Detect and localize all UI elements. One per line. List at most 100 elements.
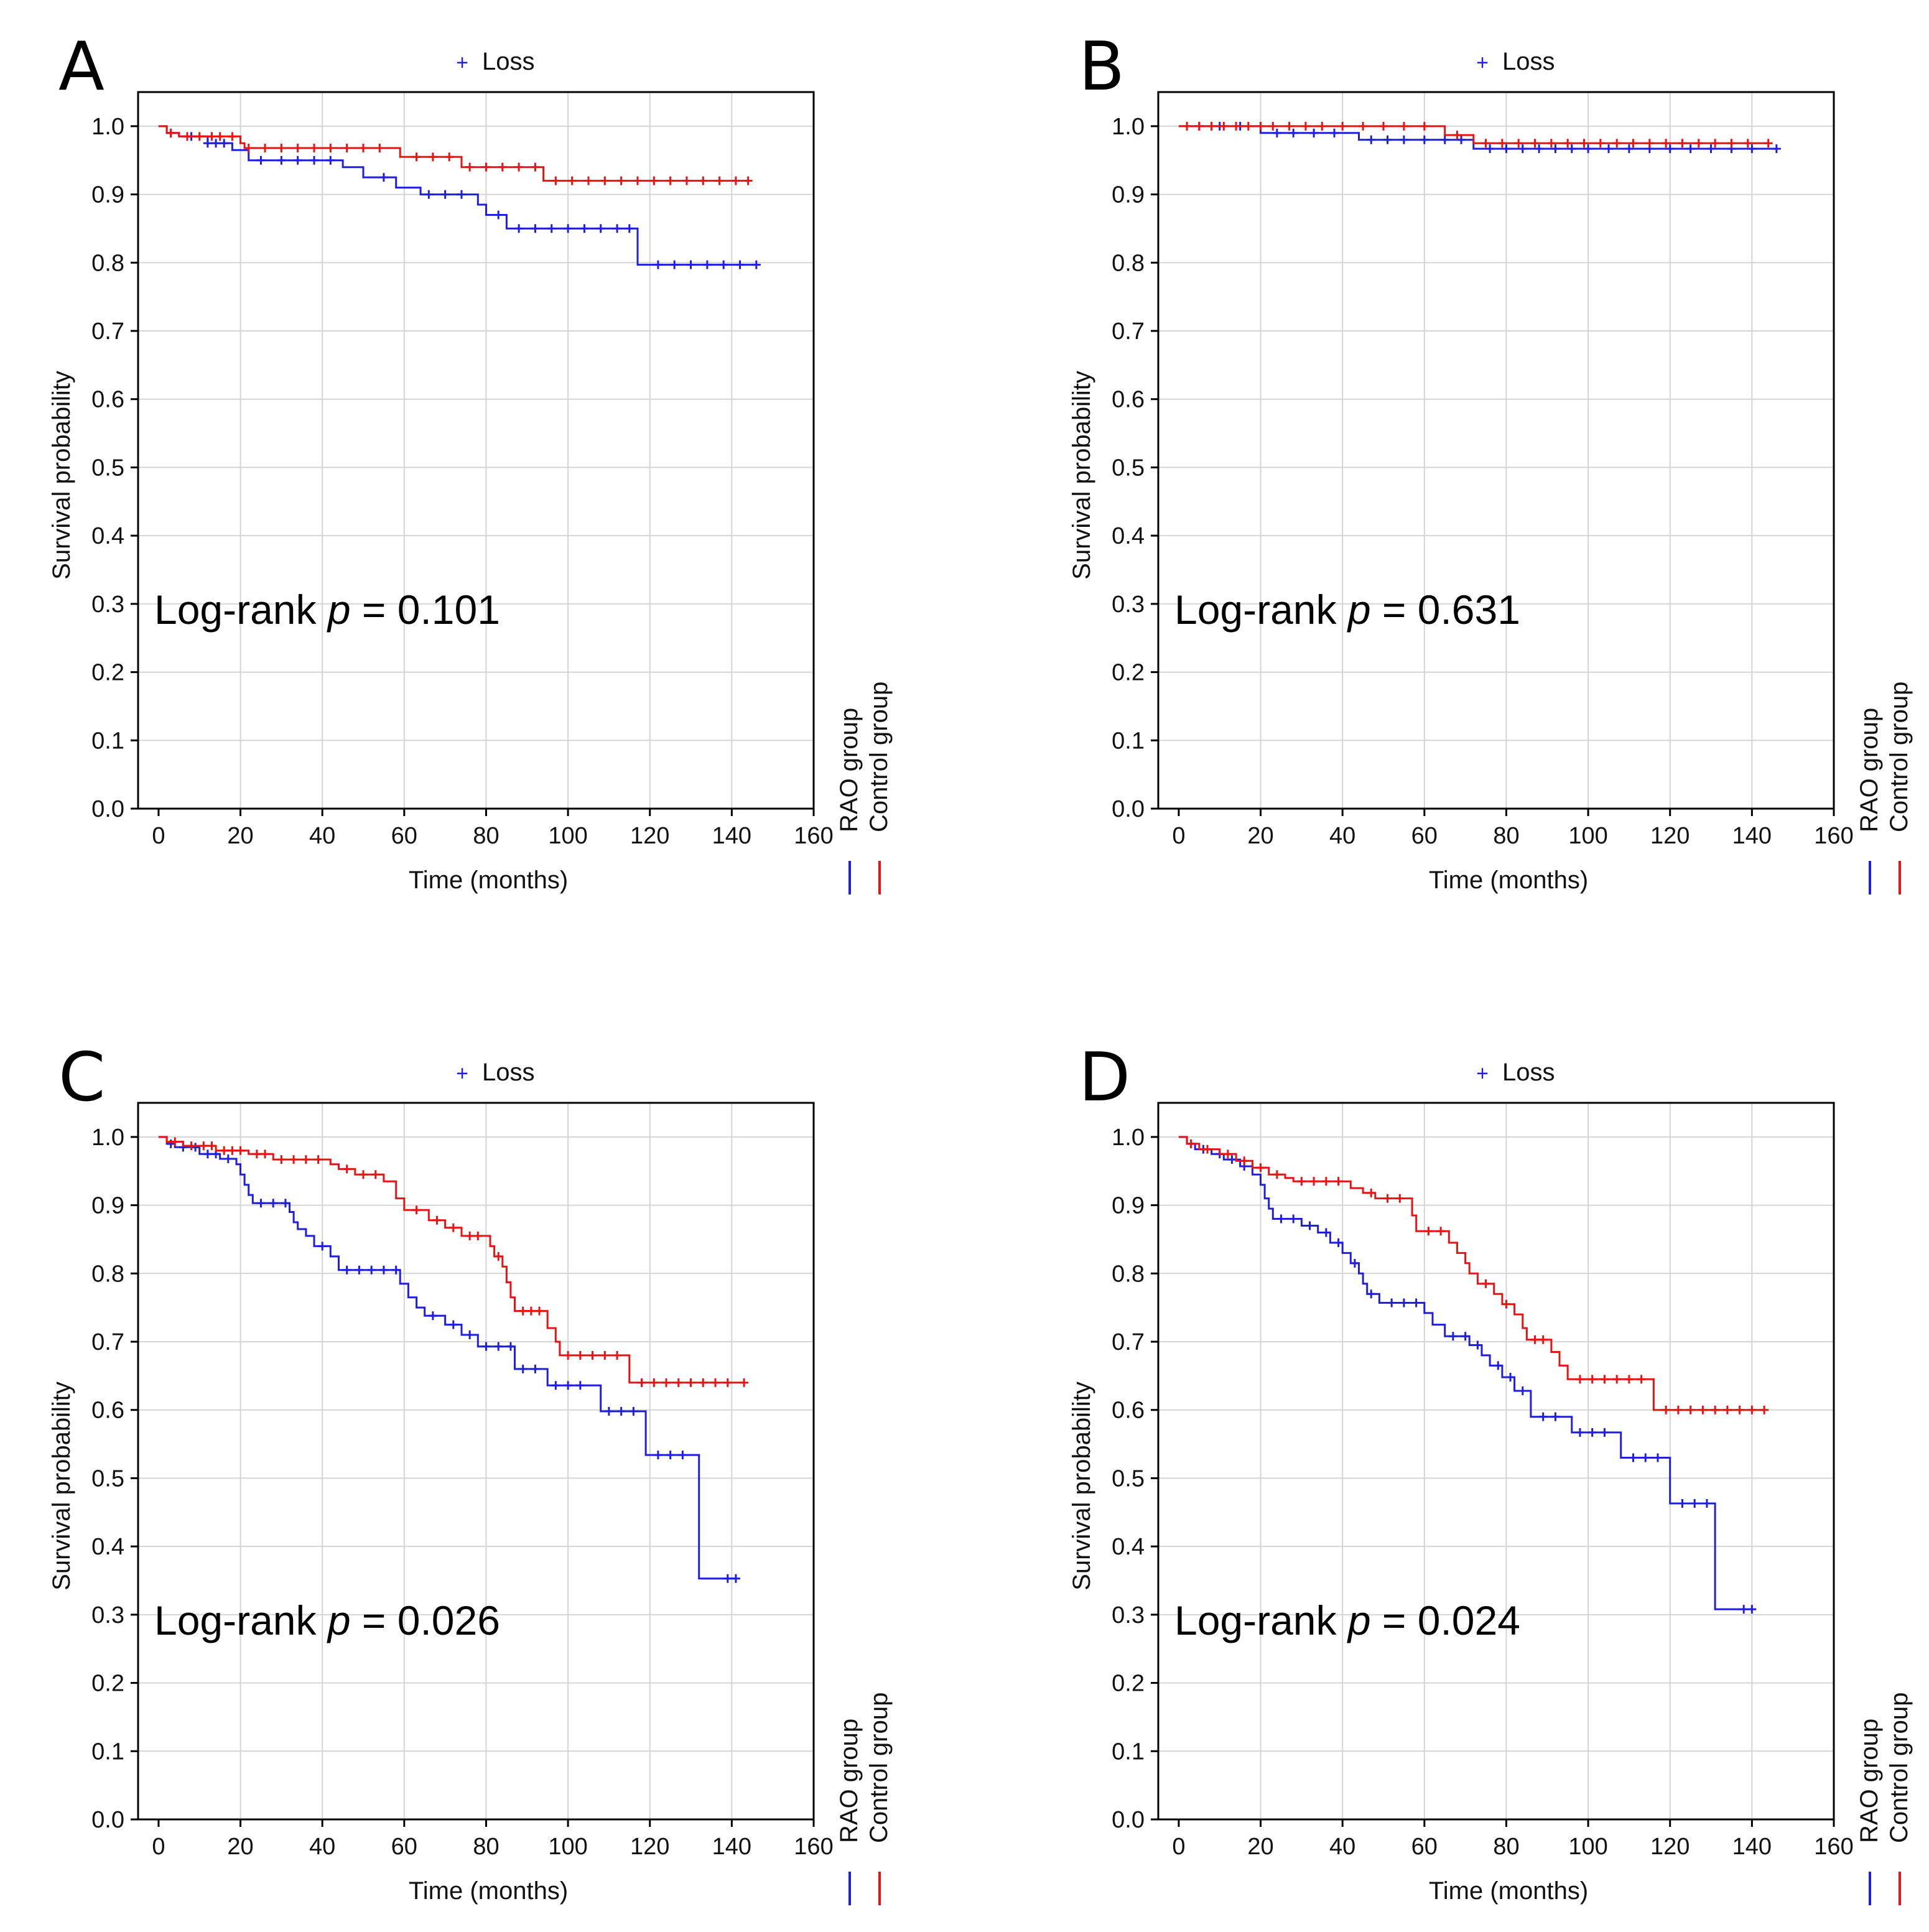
x-tick-label: 20: [227, 1834, 253, 1860]
censor-mark: [1743, 139, 1752, 148]
censor-mark: [1395, 1194, 1405, 1203]
censor-mark: [1321, 1177, 1331, 1186]
censor-mark: [1665, 144, 1675, 154]
x-tick-label: 0: [152, 1834, 165, 1860]
censor-mark: [1461, 1332, 1470, 1341]
censor-mark: [1186, 1139, 1196, 1148]
censor-mark: [1297, 1177, 1306, 1186]
x-tick-label: 20: [1247, 1834, 1273, 1860]
y-tick-label: 0.2: [91, 660, 124, 686]
y-tick-label: 0.3: [91, 592, 124, 618]
censor-mark: [1747, 1405, 1757, 1414]
censor-mark: [412, 152, 421, 162]
y-tick-label: 0.7: [91, 318, 124, 345]
censor-mark: [457, 190, 466, 199]
censor-mark: [1309, 1177, 1319, 1186]
censor-mark: [1272, 1170, 1281, 1179]
censor-mark: [1641, 1453, 1650, 1462]
censor-mark: [674, 1378, 683, 1387]
censor-mark: [551, 1381, 560, 1390]
x-tick-label: 100: [1568, 1834, 1607, 1860]
y-tick-label: 0.7: [1112, 1329, 1145, 1355]
censor-mark: [1662, 139, 1671, 148]
censor-mark: [199, 1141, 208, 1151]
censor-mark: [220, 139, 229, 148]
censor-mark: [600, 1350, 610, 1360]
censor-mark: [584, 176, 593, 185]
censor-mark: [666, 1451, 675, 1460]
censor-mark: [1645, 139, 1654, 148]
censor-mark: [412, 1205, 421, 1215]
censor-mark: [1338, 121, 1347, 131]
censor-mark: [379, 1265, 388, 1275]
censor-mark: [526, 1306, 536, 1316]
censor-mark: [653, 1451, 662, 1460]
censor-mark: [1727, 139, 1736, 148]
y-tick-label: 0.4: [91, 523, 124, 549]
y-tick-label: 0.5: [91, 455, 124, 481]
censor-mark: [1232, 121, 1241, 131]
censor-mark: [715, 176, 724, 185]
x-tick-label: 160: [1814, 1834, 1853, 1860]
panel-letter: D: [1079, 1039, 1130, 1117]
censor-mark: [1367, 1289, 1376, 1299]
censor-mark: [424, 190, 434, 199]
censor-mark: [1690, 1499, 1699, 1508]
censor-mark: [355, 1265, 364, 1275]
censor-mark: [1538, 1335, 1548, 1344]
censor-mark: [1194, 121, 1204, 131]
censor-mark: [1481, 1279, 1490, 1288]
censor-mark: [1739, 1605, 1749, 1614]
censor-mark: [1518, 1386, 1527, 1395]
censor-mark: [449, 1320, 458, 1329]
censor-mark: [1350, 1258, 1359, 1268]
censor-mark: [277, 156, 286, 165]
censor-mark: [1698, 1405, 1708, 1414]
censor-mark: [1399, 121, 1408, 131]
plot-area: [1158, 1103, 1834, 1819]
legend-label-control: Control group: [1885, 682, 1913, 832]
censor-mark: [678, 1451, 687, 1460]
censor-mark: [514, 224, 524, 233]
censor-mark: [1624, 144, 1634, 154]
censor-mark: [1367, 1188, 1376, 1197]
censor-mark: [1502, 1299, 1511, 1309]
censor-legend-marker: +: [456, 51, 468, 75]
x-tick-label: 40: [309, 823, 335, 849]
x-tick-label: 100: [548, 1834, 587, 1860]
x-tick-label: 100: [1568, 823, 1607, 849]
series-rao: [158, 1136, 740, 1583]
p-value: = 0.101: [351, 587, 500, 633]
legend-label-control: Control group: [865, 682, 893, 832]
censor-mark: [182, 132, 192, 141]
censor-mark: [682, 176, 691, 185]
censor-mark: [1309, 128, 1319, 137]
censor-mark: [1383, 135, 1392, 144]
censor-mark: [711, 1378, 720, 1387]
censor-mark: [1285, 121, 1294, 131]
censor-mark: [1760, 1405, 1769, 1414]
censor-mark: [1587, 1375, 1597, 1384]
censor-mark: [481, 162, 491, 172]
y-tick-label: 1.0: [1112, 1125, 1145, 1151]
censor-mark: [1711, 139, 1720, 148]
censor-mark: [318, 1242, 327, 1251]
y-tick-label: 0.3: [1112, 592, 1145, 618]
y-tick-label: 0.7: [1112, 318, 1145, 345]
censor-mark: [1538, 1412, 1548, 1421]
censor-mark: [604, 1406, 613, 1416]
censor-mark: [1629, 1453, 1638, 1462]
censor-mark: [1494, 1361, 1503, 1370]
y-tick-label: 0.8: [1112, 1261, 1145, 1287]
censor-mark: [481, 1342, 491, 1351]
censor-mark: [1321, 1228, 1331, 1237]
x-tick-label: 120: [1650, 823, 1690, 849]
censor-mark: [1411, 1298, 1421, 1307]
censor-legend-marker: +: [1476, 51, 1489, 75]
censor-mark: [613, 224, 622, 233]
x-tick-label: 20: [227, 823, 253, 849]
censor-mark: [1518, 144, 1527, 154]
panel-letter: A: [58, 28, 105, 106]
x-tick-label: 140: [712, 823, 751, 849]
